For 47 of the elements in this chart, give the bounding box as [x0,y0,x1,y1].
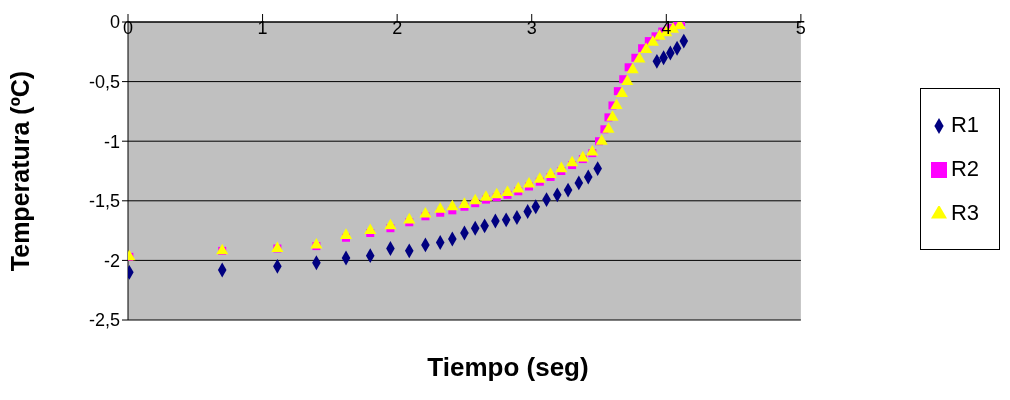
point [621,74,634,86]
point [566,155,579,167]
point [446,199,459,211]
point [403,212,416,224]
x-axis-title: Tiempo (seg) [426,352,590,383]
legend-label: R2 [950,156,979,181]
point [490,187,503,199]
y-tick-label: -2,5 [88,310,120,331]
point [555,161,568,173]
point [615,86,628,98]
point [544,167,557,179]
x-tick-label: 2 [392,18,403,38]
point [610,98,623,109]
point [364,223,377,235]
y-tick-label: -0,5 [88,71,120,92]
point [606,110,619,121]
point [633,51,646,63]
point [419,206,432,218]
point [646,35,659,46]
legend-label: R3 [950,200,979,225]
point [434,202,447,213]
point [310,237,323,249]
point [533,172,546,183]
point [522,177,536,188]
point [479,190,493,201]
point [512,181,525,193]
x-tick-label: 4 [661,18,672,38]
x-tick-label: 5 [795,18,806,38]
y-tick-label: -1 [103,131,120,152]
point [576,150,589,162]
x-tick-label: 0 [122,18,134,38]
point [469,193,482,205]
y-tick-label: -1,5 [88,191,120,212]
point [602,122,615,133]
point [458,197,471,208]
point [339,228,353,239]
y-axis-title: Temperatura (ºC) [5,70,34,272]
point [626,62,639,74]
x-tick-label: 1 [257,18,268,38]
x-tick-label: 3 [526,18,537,38]
point [586,144,599,156]
point [384,218,397,230]
point [595,134,608,145]
point [501,185,514,196]
legend-label: R1 [950,112,979,137]
point [640,42,653,53]
y-tick-label: -2 [103,250,120,271]
